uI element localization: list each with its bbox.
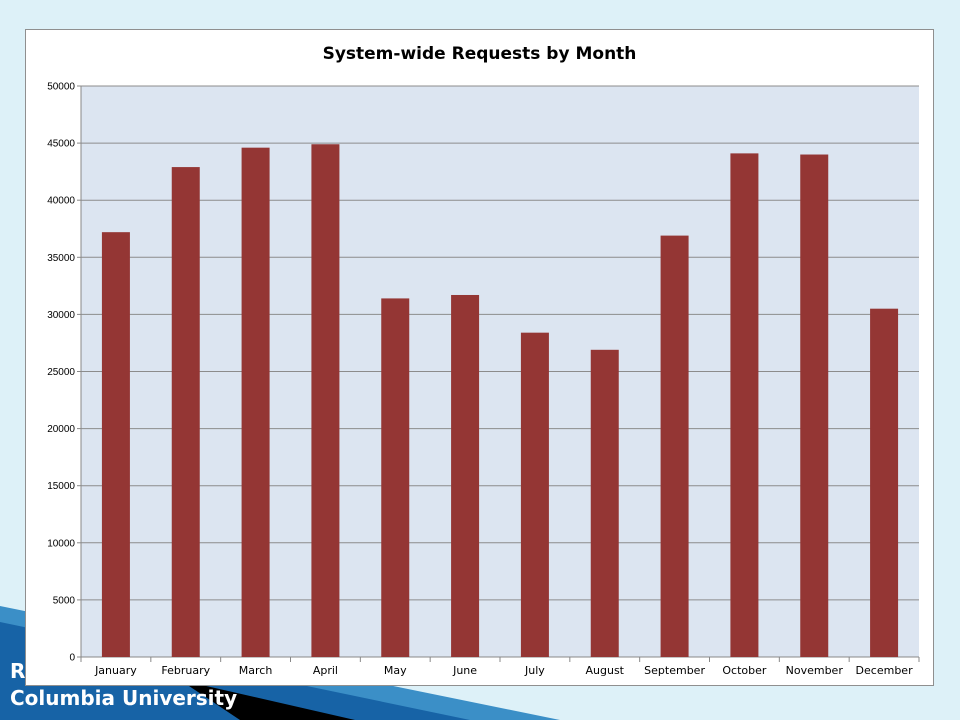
bar bbox=[590, 349, 619, 657]
x-tick-label: April bbox=[313, 664, 338, 677]
bar bbox=[311, 144, 340, 657]
x-tick-label: July bbox=[524, 664, 545, 677]
x-tick-label: August bbox=[586, 664, 625, 677]
y-tick-label: 30000 bbox=[47, 310, 75, 321]
bar bbox=[660, 235, 689, 658]
y-tick-label: 5000 bbox=[53, 595, 76, 606]
x-tick-label: September bbox=[644, 664, 705, 677]
y-tick-label: 15000 bbox=[47, 481, 75, 492]
x-tick-label: June bbox=[452, 664, 477, 677]
y-tick-label: 50000 bbox=[47, 82, 75, 93]
bar bbox=[520, 332, 549, 657]
x-tick-label: May bbox=[384, 664, 407, 677]
bar bbox=[730, 153, 759, 657]
chart-container: System-wide Requests by Month 0 5000 10000… bbox=[25, 29, 934, 686]
x-tick-label: February bbox=[161, 664, 210, 677]
bar bbox=[241, 147, 270, 657]
y-tick-label: 25000 bbox=[47, 367, 75, 378]
bar bbox=[381, 298, 410, 657]
bar bbox=[800, 154, 829, 657]
footer-institution: Columbia University bbox=[10, 686, 238, 710]
x-tick-label: December bbox=[856, 664, 914, 677]
y-tick-label: 0 bbox=[69, 653, 75, 664]
x-tick-label: January bbox=[94, 664, 137, 677]
y-tick-label: 20000 bbox=[47, 424, 75, 435]
bar bbox=[101, 232, 130, 657]
bar-chart: 0 5000 10000 15000 20000 25000 30000 35000 40000… bbox=[47, 82, 920, 677]
footer-accent-black bbox=[180, 680, 355, 720]
bar bbox=[171, 167, 200, 657]
bar bbox=[870, 308, 899, 657]
y-tick-label: 35000 bbox=[47, 253, 75, 264]
y-tick-label: 45000 bbox=[47, 139, 75, 150]
x-tick-label: October bbox=[722, 664, 766, 677]
x-tick-label: March bbox=[239, 664, 273, 677]
y-tick-label: 10000 bbox=[47, 538, 75, 549]
chart-title: System-wide Requests by Month bbox=[322, 44, 637, 64]
x-tick-label: November bbox=[786, 664, 844, 677]
footer-text-initial: R bbox=[10, 659, 26, 683]
y-tick-label: 40000 bbox=[47, 196, 75, 207]
bar bbox=[451, 294, 480, 657]
